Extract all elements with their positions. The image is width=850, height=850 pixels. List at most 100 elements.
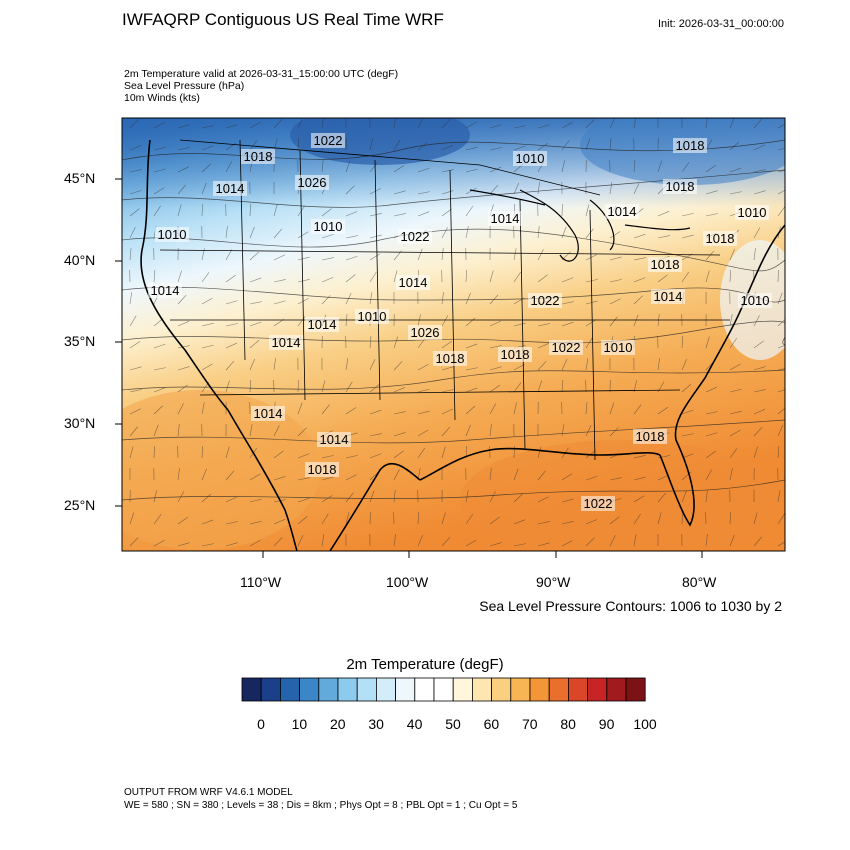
wind-barb <box>273 425 280 437</box>
wind-barb <box>273 300 286 305</box>
wind-barb <box>633 233 646 239</box>
wind-barb <box>321 208 332 217</box>
wind-barb <box>225 323 238 327</box>
isobar-contours <box>122 139 785 501</box>
wind-barb <box>297 256 310 261</box>
isobar-label-bg <box>605 204 639 219</box>
wind-barb <box>465 387 478 393</box>
wind-barb <box>465 270 467 283</box>
wind-barb <box>321 455 334 459</box>
lat-label-30n: 30°N <box>64 415 96 431</box>
wind-barb <box>489 403 497 415</box>
isobar-label: 1010 <box>158 227 187 242</box>
wind-barb <box>297 402 303 415</box>
wind-barb <box>729 363 741 371</box>
wind-barb <box>513 364 525 371</box>
colorbar-swatch <box>279 677 300 702</box>
wind-barb <box>177 204 182 217</box>
wind-barb <box>657 492 667 503</box>
wind-barb <box>777 368 785 371</box>
wind-barb <box>777 206 785 217</box>
isobar-label-bg <box>673 138 707 153</box>
lat-label-35n: 35°N <box>64 333 96 349</box>
wind-barb <box>225 342 238 349</box>
wind-barb <box>321 257 334 261</box>
wind-barb <box>225 542 238 547</box>
wind-barb <box>777 541 785 547</box>
colorbar-tick-label: 90 <box>598 716 615 732</box>
wind-barb <box>369 409 382 415</box>
isobar-label-bg <box>633 429 667 444</box>
wind-barb <box>345 492 354 503</box>
wind-barb <box>321 495 333 503</box>
wind-barb <box>441 248 444 261</box>
wind-barb <box>393 361 403 371</box>
wind-barb <box>417 118 423 129</box>
colorbar-tick-label: 40 <box>406 716 423 732</box>
wind-barb <box>657 211 670 217</box>
wind-barb <box>489 491 496 503</box>
wind-barb <box>489 516 500 525</box>
wind-barb <box>369 292 373 305</box>
wind-barb <box>369 384 380 393</box>
wind-barb <box>681 271 689 283</box>
wind-barb <box>417 512 420 525</box>
isobar-label-bg <box>703 231 737 246</box>
wind-barb <box>441 389 454 393</box>
wind-barb <box>417 363 429 371</box>
wind-barb <box>705 386 718 393</box>
isobar-label-bg <box>295 175 329 190</box>
isobar-label: 1022 <box>584 496 613 511</box>
wind-barb <box>777 424 784 437</box>
wind-barb <box>297 278 310 283</box>
wind-barb <box>681 383 692 393</box>
wind-barb <box>225 380 230 393</box>
wind-barb <box>249 121 261 129</box>
wind-barb <box>369 471 379 481</box>
wind-barb <box>201 203 203 217</box>
wind-barb <box>129 389 142 393</box>
wind-barb <box>633 513 641 525</box>
wind-barb <box>345 274 356 283</box>
wind-barb <box>153 514 162 525</box>
map-frame-border <box>121 117 786 552</box>
wind-barb <box>153 490 157 503</box>
isobar-label: 1026 <box>411 325 440 340</box>
wind-barb <box>225 496 238 503</box>
wind-barb <box>609 256 622 261</box>
wind-barb <box>225 521 238 525</box>
wind-barb <box>441 536 451 547</box>
wind-barb <box>705 534 708 547</box>
wind-barb <box>729 270 731 283</box>
wind-barb <box>705 213 718 217</box>
isobar-label: 1018 <box>706 231 735 246</box>
colorbar-swatch <box>625 677 646 702</box>
wind-barb <box>129 537 139 547</box>
wind-barb <box>753 512 758 525</box>
wind-barb <box>129 512 135 525</box>
wind-barb <box>753 190 766 195</box>
field-label-temperature: 2m Temperature valid at 2026-03-31_15:00… <box>124 68 399 80</box>
colorbar-tick-label: 30 <box>368 716 384 732</box>
wind-barb <box>297 534 304 547</box>
wind-barb <box>201 543 214 547</box>
wind-barb <box>273 228 283 239</box>
wind-barb <box>489 366 502 371</box>
wind-barb <box>753 144 766 151</box>
colorbar-swatch <box>606 677 627 702</box>
wind-barb <box>729 511 731 525</box>
wind-barb <box>129 169 142 173</box>
axis-ticks <box>115 178 703 558</box>
colorbar-tick-label: 0 <box>257 716 265 732</box>
wind-barb <box>129 446 134 459</box>
wind-barb <box>681 234 694 239</box>
isobar-label: 1014 <box>608 204 637 219</box>
wind-barb <box>129 426 138 437</box>
wind-barb <box>249 520 262 525</box>
wind-barb <box>513 519 526 525</box>
colorbar-swatch <box>510 677 531 702</box>
wind-barb <box>585 228 594 239</box>
wind-barb <box>729 448 738 459</box>
isobar-label-bg <box>735 205 769 220</box>
colorbar <box>241 677 646 702</box>
